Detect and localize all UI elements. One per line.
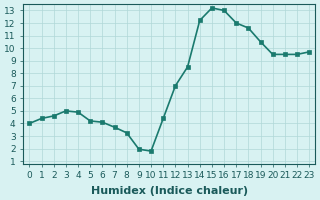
X-axis label: Humidex (Indice chaleur): Humidex (Indice chaleur)	[91, 186, 248, 196]
